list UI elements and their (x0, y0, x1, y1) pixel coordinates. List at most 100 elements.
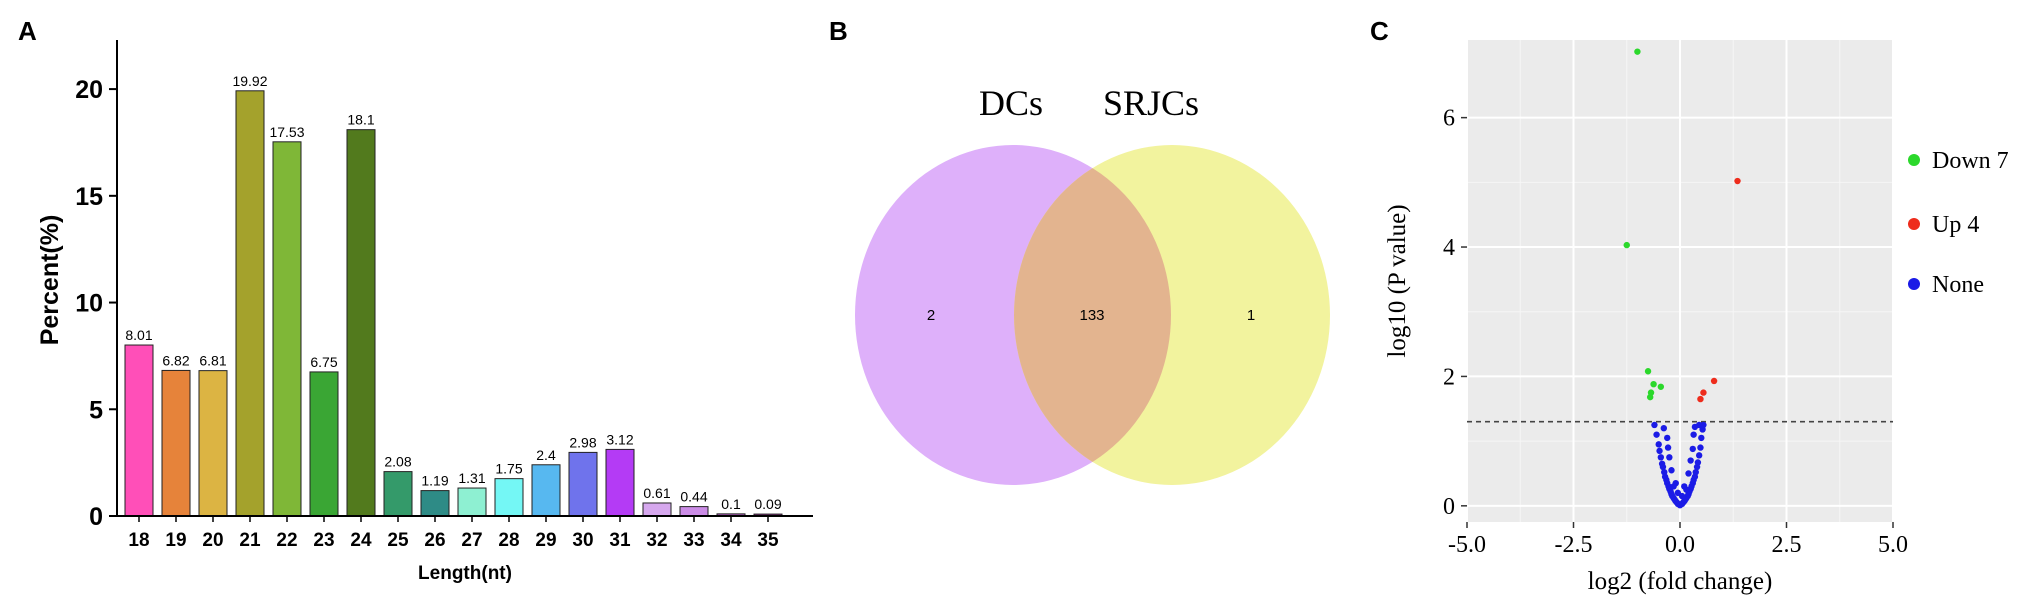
bar-value-label-34: 0.1 (721, 496, 741, 512)
x-tick-label-19: 19 (165, 530, 186, 551)
point-up (1710, 377, 1718, 385)
legend-label-down: Down 7 (1932, 148, 2009, 174)
point-down (1623, 241, 1630, 249)
y-tick-label-0: 0 (89, 503, 103, 531)
bar-chart-panel: A 0 5 10 15 20 8.01 6.82 6.81 19.92 17.53 6.75 18.… (18, 16, 813, 584)
bar-value-label-27: 1.31 (458, 470, 485, 486)
bar-25 (383, 471, 413, 517)
point-none (1687, 457, 1694, 464)
y-tick-label: 0 (1443, 494, 1455, 520)
bar-26 (420, 490, 450, 517)
legend-marker-none (1908, 278, 1920, 290)
y-tick-label-15: 15 (75, 183, 103, 211)
bar-value-label-31: 3.12 (606, 431, 633, 447)
point-none (1659, 463, 1667, 471)
x-tick-label: -5.0 (1448, 532, 1486, 558)
legend-label-up: Up 4 (1932, 212, 1979, 238)
bar-21 (235, 90, 265, 517)
x-tick-label-30: 30 (572, 530, 593, 551)
point-up (1697, 395, 1704, 403)
point-none (1651, 421, 1658, 429)
x-tick-label: 2.5 (1772, 532, 1802, 558)
bar-chart-x-label: Length(nt) (418, 563, 512, 584)
bar-chart-y-ticks: 0 5 10 15 20 (75, 76, 117, 531)
bar-19 (161, 369, 191, 517)
bar-23 (309, 371, 339, 517)
y-tick-label-5: 5 (89, 396, 103, 424)
x-tick-label: 0.0 (1665, 532, 1695, 558)
point-none (1656, 447, 1663, 455)
bar-value-label-25: 2.08 (384, 454, 411, 470)
bar-value-label-19: 6.82 (162, 352, 189, 368)
legend-label-none: None (1932, 272, 1984, 298)
bar-value-label-20: 6.81 (199, 353, 226, 369)
bar-value-label-18: 8.01 (125, 327, 152, 343)
y-tick-label: 6 (1443, 106, 1455, 132)
x-tick-label: -2.5 (1555, 532, 1593, 558)
x-tick-label-28: 28 (498, 530, 519, 551)
point-none (1653, 431, 1660, 438)
x-tick-label-26: 26 (424, 530, 445, 551)
panel-label-c: C (1370, 16, 1389, 46)
bar-22 (272, 141, 302, 517)
venn-set-label-srjcs: SRJCs (1103, 83, 1199, 123)
bar-31 (605, 448, 635, 517)
bar-value-label-22: 17.53 (269, 124, 304, 140)
venn-count-dcs-only: 2 (927, 307, 935, 324)
point-down (1644, 368, 1652, 375)
point-none (1668, 467, 1675, 474)
bar-value-label-21: 19.92 (232, 73, 267, 89)
bar-value-label-23: 6.75 (310, 354, 337, 370)
point-none (1695, 452, 1703, 459)
venn-count-intersection: 133 (1079, 307, 1104, 324)
bar-chart-y-label: Percent(%) (36, 215, 64, 346)
bar-value-label-29: 2.4 (536, 447, 556, 463)
bar-value-label-30: 2.98 (569, 434, 596, 450)
volcano-y-ticks: 0 2 4 6 (1443, 106, 1467, 520)
venn-overlap (1014, 145, 1171, 485)
point-none (1683, 486, 1690, 493)
bar-24 (346, 129, 376, 517)
point-none (1692, 468, 1699, 476)
bar-27 (457, 487, 487, 517)
x-tick-label-34: 34 (720, 530, 742, 551)
y-tick-label-10: 10 (75, 290, 103, 318)
point-none (1685, 470, 1692, 477)
panel-label-b: B (829, 16, 848, 46)
point-down (1634, 48, 1641, 55)
point-none (1670, 483, 1677, 490)
volcano-y-label: log10 (P value) (1384, 204, 1411, 357)
legend-marker-up (1908, 218, 1920, 230)
bar-30 (568, 451, 598, 517)
bar-18 (124, 344, 154, 517)
point-none (1697, 444, 1704, 451)
point-none (1657, 454, 1665, 461)
bar-value-label-33: 0.44 (680, 489, 707, 505)
point-none (1678, 492, 1686, 500)
bar-33 (679, 506, 709, 517)
bar-value-label-28: 1.75 (495, 461, 522, 477)
point-down (1657, 383, 1665, 390)
bar-value-label-26: 1.19 (421, 473, 448, 489)
point-none (1664, 434, 1671, 442)
x-tick-label-24: 24 (350, 530, 372, 551)
y-tick-label-20: 20 (75, 76, 103, 104)
volcano-panel: C -5.0 -2.5 0.0 2.5 5.0 0 2 4 6 log10 (P value)… (1370, 16, 2009, 595)
point-none (1694, 459, 1702, 466)
point-up (1734, 177, 1741, 185)
point-none (1660, 424, 1668, 432)
x-tick-label-31: 31 (609, 530, 631, 551)
x-tick-label-33: 33 (683, 530, 704, 551)
x-tick-label: 5.0 (1878, 532, 1908, 558)
bar-value-label-35: 0.09 (754, 496, 781, 512)
x-tick-label-18: 18 (128, 530, 149, 551)
x-tick-label-23: 23 (313, 530, 334, 551)
point-down (1646, 393, 1654, 401)
x-tick-label-21: 21 (239, 530, 261, 551)
bar-28 (494, 478, 524, 517)
point-none (1655, 441, 1662, 448)
x-tick-label-22: 22 (276, 530, 297, 551)
point-up (1700, 389, 1707, 396)
point-none (1689, 445, 1696, 453)
point-none (1698, 434, 1705, 442)
